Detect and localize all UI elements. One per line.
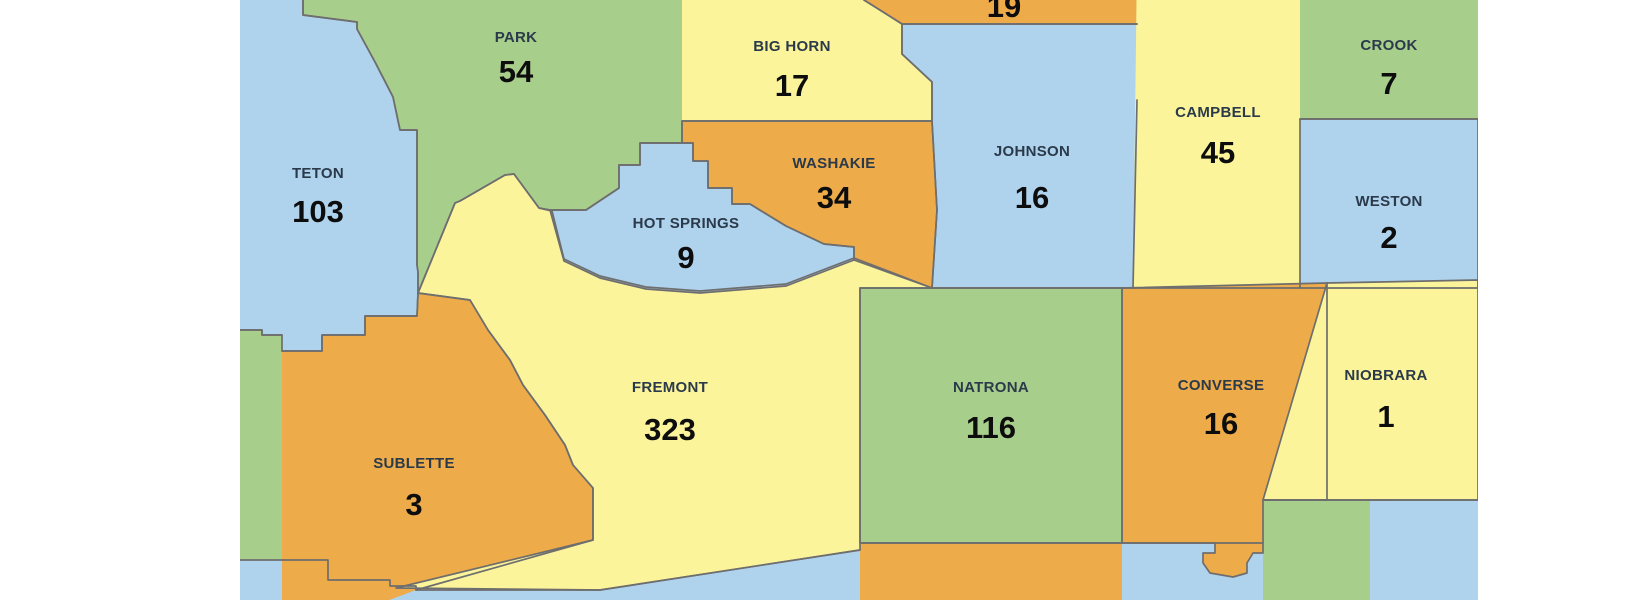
svg-text:SUBLETTE: SUBLETTE <box>373 455 455 472</box>
svg-text:19: 19 <box>987 0 1021 24</box>
svg-text:16: 16 <box>1015 180 1049 215</box>
svg-text:BIG HORN: BIG HORN <box>753 38 830 55</box>
svg-text:TETON: TETON <box>292 165 344 182</box>
svg-text:103: 103 <box>292 194 344 229</box>
svg-text:34: 34 <box>817 180 852 215</box>
svg-text:116: 116 <box>966 410 1016 445</box>
svg-text:323: 323 <box>644 412 696 447</box>
svg-text:NATRONA: NATRONA <box>953 379 1029 396</box>
svg-text:2: 2 <box>1380 220 1397 255</box>
svg-text:45: 45 <box>1201 135 1235 170</box>
svg-text:NIOBRARA: NIOBRARA <box>1344 367 1427 384</box>
svg-text:JOHNSON: JOHNSON <box>994 143 1070 160</box>
svg-text:PARK: PARK <box>495 29 538 46</box>
svg-text:54: 54 <box>499 54 534 89</box>
svg-text:CAMPBELL: CAMPBELL <box>1175 104 1261 121</box>
svg-text:CROOK: CROOK <box>1360 37 1417 54</box>
svg-text:HOT SPRINGS: HOT SPRINGS <box>633 215 740 232</box>
svg-text:FREMONT: FREMONT <box>632 379 708 396</box>
svg-text:CONVERSE: CONVERSE <box>1178 377 1265 394</box>
svg-text:16: 16 <box>1204 406 1238 441</box>
svg-text:WASHAKIE: WASHAKIE <box>792 155 875 172</box>
svg-text:9: 9 <box>677 240 694 275</box>
svg-text:7: 7 <box>1380 66 1397 101</box>
svg-text:17: 17 <box>775 68 809 103</box>
svg-text:WESTON: WESTON <box>1355 193 1422 210</box>
svg-text:3: 3 <box>405 487 422 522</box>
svg-text:1: 1 <box>1377 399 1394 434</box>
